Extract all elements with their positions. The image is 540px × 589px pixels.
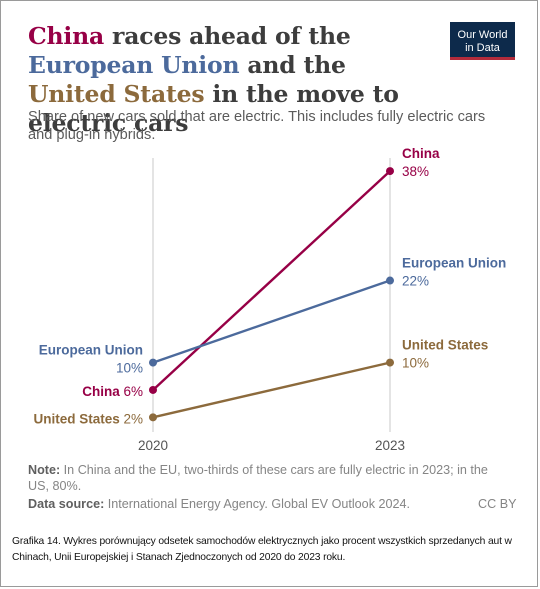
label-left-china: China 6%: [82, 384, 143, 399]
series-line-european-union: [152, 279, 391, 364]
data-point-united-states-2020: [149, 413, 157, 422]
series-name-right-china: China: [402, 146, 440, 161]
logo-line-2: in Data: [465, 41, 500, 54]
data-point-european-union-2023: [386, 276, 394, 285]
value-label-left-china: 6%: [123, 384, 143, 399]
note-label: Note:: [28, 463, 61, 477]
note-text: In China and the EU, two-thirds of these…: [28, 463, 488, 493]
data-source: Data source: International Energy Agency…: [28, 497, 428, 511]
title-text-1: races ahead of the: [104, 22, 351, 50]
chart-subtitle: Share of new cars sold that are electric…: [28, 109, 486, 143]
value-label-left-united-states: 2%: [123, 411, 143, 426]
series-line-china: [152, 170, 391, 391]
series-name-right-european-union: European Union: [402, 256, 506, 271]
data-point-united-states-2023: [386, 358, 394, 367]
value-label-left-european-union: 10%: [116, 361, 143, 376]
logo-line-1: Our World: [457, 29, 508, 41]
data-point-china-2023: [386, 167, 394, 176]
source-text: International Energy Agency. Global EV O…: [104, 497, 411, 511]
chart-title: China races ahead of the European Union …: [28, 22, 438, 138]
label-layer: China 6% European Union 10% United States 2…: [33, 146, 506, 426]
series-line-united-states: [152, 361, 391, 419]
value-label-right-united-states: 10%: [402, 356, 429, 371]
x-tick-label-2020: 2020: [138, 438, 168, 453]
data-point-china-2020: [149, 385, 157, 394]
title-china: China: [28, 22, 105, 50]
owid-logo: Our World in Data: [450, 22, 515, 60]
label-left-united-states: United States 2%: [33, 411, 143, 426]
series-name-left-european-union: European Union: [39, 343, 143, 358]
data-point-european-union-2020: [149, 358, 157, 367]
license-link[interactable]: CC BY: [478, 497, 517, 511]
x-tick-label-2023: 2023: [375, 438, 405, 453]
value-label-right-china: 38%: [402, 164, 429, 179]
source-label: Data source:: [28, 497, 105, 511]
title-us: United States: [28, 80, 205, 108]
series-layer: [149, 167, 394, 422]
title-eu: European Union: [28, 51, 240, 79]
chart-note: Note: In China and the EU, two-thirds of…: [28, 462, 508, 494]
value-label-right-european-union: 22%: [402, 274, 429, 289]
title-text-3: in the move to electric cars: [28, 80, 399, 137]
title-text-2: and the: [239, 51, 346, 79]
figure-caption: Grafika 14. Wykres porównujący odsetek s…: [12, 536, 512, 563]
series-name-left-china: China: [82, 384, 123, 399]
grid-layer: 2020 2023: [138, 158, 405, 453]
series-name-left-united-states: United States: [33, 411, 123, 426]
series-name-right-united-states: United States: [402, 338, 488, 353]
